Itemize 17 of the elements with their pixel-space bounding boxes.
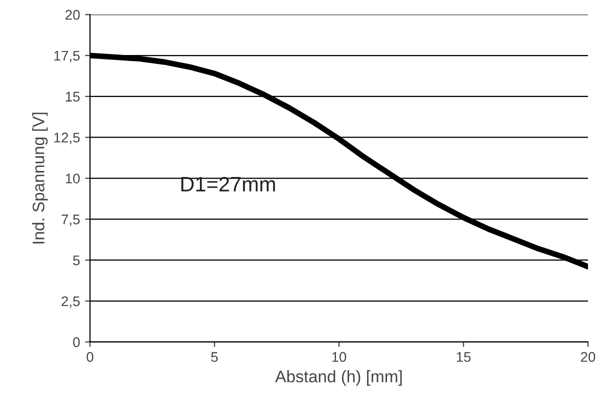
x-tick-label: 15 xyxy=(456,352,471,362)
y-tick-label: 10 xyxy=(66,174,80,184)
y-tick-label: 12,5 xyxy=(54,132,80,144)
y-tick-label: 2,5 xyxy=(62,296,80,308)
y-tick-label: 20 xyxy=(66,10,80,20)
y-tick-label: 17,5 xyxy=(54,50,80,62)
x-tick-label: 0 xyxy=(86,352,94,362)
y-tick-label: 5 xyxy=(73,256,80,266)
x-tick-label: 10 xyxy=(332,352,346,362)
y-tick-label: 7,5 xyxy=(62,214,80,226)
y-axis-title: Ind. Spannung [V] xyxy=(32,112,48,244)
annotation: D1=27mm xyxy=(181,176,275,192)
x-axis-title: Abstand (h) [mm] xyxy=(275,370,402,386)
y-tick-label: 15 xyxy=(66,92,80,102)
x-tick-label: 5 xyxy=(211,352,218,362)
y-tick-label: 0 xyxy=(73,337,80,348)
x-tick-label: 20 xyxy=(580,352,596,362)
